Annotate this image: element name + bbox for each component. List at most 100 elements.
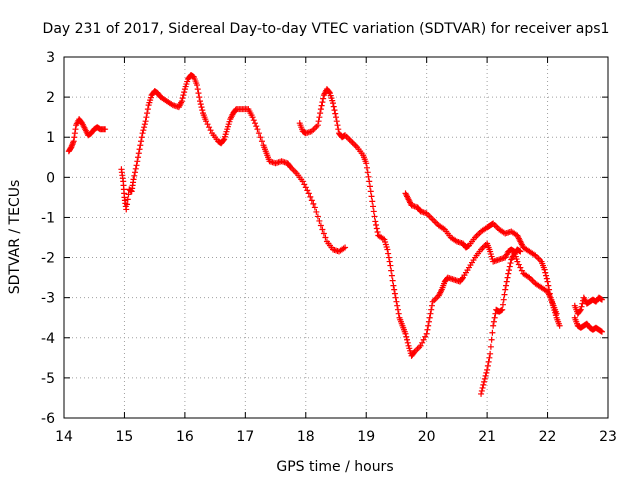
data-point bbox=[307, 193, 314, 200]
data-point bbox=[141, 121, 148, 128]
data-point bbox=[504, 274, 511, 281]
y-tick-label: -6 bbox=[41, 411, 55, 427]
data-point bbox=[363, 164, 370, 171]
data-point bbox=[490, 318, 497, 325]
data-point bbox=[543, 272, 550, 279]
data-point bbox=[388, 272, 395, 279]
data-point bbox=[132, 165, 139, 172]
series-track-3 bbox=[296, 86, 563, 359]
data-point bbox=[196, 94, 203, 101]
data-point bbox=[422, 333, 429, 340]
data-point bbox=[329, 100, 336, 107]
data-point bbox=[299, 178, 306, 185]
x-tick-label: 16 bbox=[176, 429, 194, 445]
data-point bbox=[333, 118, 340, 125]
data-point bbox=[137, 142, 144, 149]
data-point bbox=[143, 114, 150, 121]
x-tick-label: 21 bbox=[478, 429, 496, 445]
data-point bbox=[132, 169, 139, 176]
data-point bbox=[310, 200, 317, 207]
data-point bbox=[489, 329, 496, 336]
data-point bbox=[426, 314, 433, 321]
data-point bbox=[125, 191, 132, 198]
data-point bbox=[484, 366, 491, 373]
data-point bbox=[488, 336, 495, 343]
data-point bbox=[506, 263, 513, 270]
data-point bbox=[428, 302, 435, 309]
data-point bbox=[207, 127, 214, 134]
data-point bbox=[197, 101, 204, 108]
data-point bbox=[179, 95, 186, 102]
data-point bbox=[423, 330, 430, 337]
y-tick-label: -1 bbox=[41, 210, 55, 226]
y-tick-label: 0 bbox=[46, 170, 55, 186]
data-point bbox=[317, 110, 324, 117]
data-point bbox=[393, 298, 400, 305]
series-track-6 bbox=[571, 294, 605, 317]
data-point bbox=[308, 197, 315, 204]
data-point bbox=[133, 162, 140, 169]
data-point bbox=[499, 306, 506, 313]
data-point bbox=[368, 193, 375, 200]
plot-frame bbox=[63, 56, 609, 419]
data-point bbox=[367, 188, 374, 195]
data-point bbox=[404, 339, 411, 346]
data-point bbox=[333, 114, 339, 121]
data-point bbox=[370, 208, 377, 215]
data-point bbox=[342, 244, 349, 251]
data-point bbox=[138, 134, 145, 141]
series-track-1 bbox=[65, 116, 109, 155]
data-point bbox=[394, 306, 401, 313]
data-point bbox=[332, 110, 339, 117]
data-point bbox=[253, 123, 260, 130]
data-point bbox=[503, 278, 510, 285]
data-point bbox=[388, 267, 395, 274]
data-point bbox=[334, 122, 341, 129]
data-point bbox=[486, 354, 493, 361]
series-track-5 bbox=[478, 246, 524, 397]
data-point bbox=[385, 254, 392, 261]
data-point bbox=[315, 118, 322, 125]
data-point bbox=[391, 286, 398, 293]
data-point bbox=[257, 134, 264, 141]
data-point bbox=[553, 310, 560, 317]
x-axis-label: GPS time / hours bbox=[276, 459, 393, 475]
data-point bbox=[403, 333, 410, 340]
data-point bbox=[70, 138, 77, 145]
data-point bbox=[305, 190, 312, 197]
series-track-4 bbox=[402, 190, 560, 317]
y-tick-label: -3 bbox=[41, 291, 55, 307]
data-point bbox=[389, 277, 396, 284]
data-point bbox=[369, 198, 376, 205]
data-point bbox=[138, 138, 145, 145]
data-point bbox=[427, 310, 434, 317]
data-point bbox=[544, 278, 551, 285]
data-point bbox=[428, 306, 435, 313]
data-point bbox=[374, 228, 381, 235]
data-point bbox=[365, 173, 372, 180]
data-point bbox=[370, 203, 377, 210]
data-point bbox=[195, 90, 202, 97]
data-point bbox=[144, 110, 151, 117]
data-point bbox=[314, 122, 321, 129]
data-point bbox=[124, 196, 131, 203]
grid bbox=[64, 57, 608, 418]
data-point bbox=[320, 230, 327, 237]
data-point bbox=[366, 178, 373, 185]
data-point bbox=[517, 264, 524, 271]
x-tick-label: 19 bbox=[357, 429, 375, 445]
data-point bbox=[314, 213, 321, 220]
data-point bbox=[313, 208, 320, 215]
data-point bbox=[387, 262, 394, 269]
data-point bbox=[363, 160, 370, 167]
data-point bbox=[335, 126, 342, 133]
data-point bbox=[318, 102, 325, 109]
data-point bbox=[178, 98, 185, 105]
y-tick-label: -5 bbox=[41, 371, 55, 387]
data-point bbox=[483, 369, 490, 376]
data-point bbox=[385, 250, 392, 257]
data-point bbox=[364, 169, 371, 176]
data-point bbox=[142, 118, 149, 125]
data-point bbox=[386, 258, 393, 265]
y-tick-label: 1 bbox=[46, 130, 55, 146]
